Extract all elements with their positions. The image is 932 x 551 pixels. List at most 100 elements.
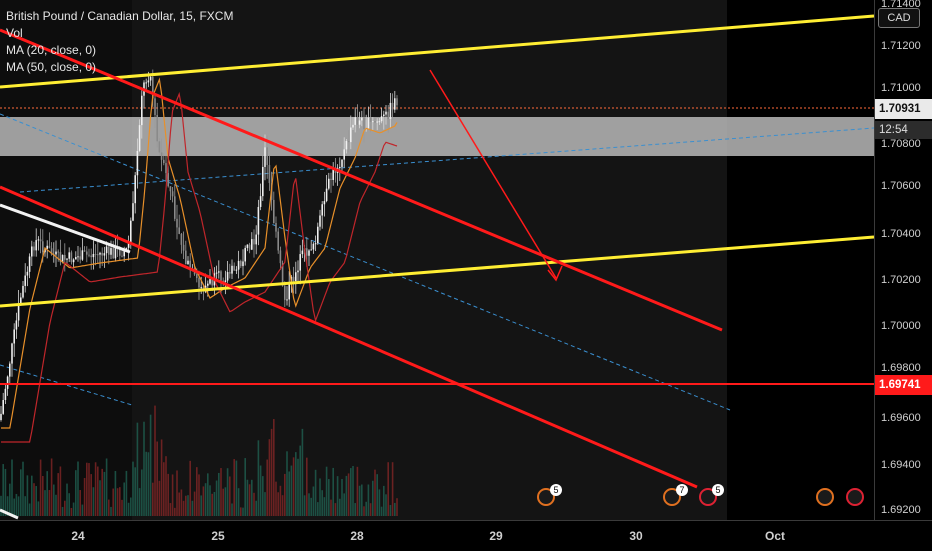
candle-body: [44, 248, 46, 253]
candle-body: [176, 218, 178, 228]
uk-flag-icon[interactable]: 5: [537, 484, 562, 506]
volume-bar: [358, 485, 361, 516]
candle-body: [350, 127, 352, 143]
lower-red-channel-line[interactable]: [0, 185, 698, 489]
volume-bar: [198, 474, 200, 516]
ca-flag-icon[interactable]: [846, 488, 864, 506]
candle-body: [200, 287, 202, 289]
dashed-trend-line[interactable]: [0, 364, 133, 406]
candle-body: [17, 303, 20, 321]
white-trendline[interactable]: [0, 203, 131, 254]
lower-yellow-trendline[interactable]: [0, 235, 874, 308]
candle-body: [226, 272, 229, 281]
volume-bar: [130, 497, 132, 516]
volume-bar: [119, 487, 121, 516]
volume-bar: [233, 459, 235, 516]
price-axis[interactable]: 1.71400 1.71200 1.71000 1.70800 1.70600 …: [874, 0, 932, 520]
volume-label[interactable]: Vol: [6, 26, 23, 40]
volume-bar: [15, 493, 18, 516]
candle-body: [33, 246, 35, 251]
projection-arrow[interactable]: [429, 69, 557, 279]
candle-body: [88, 254, 90, 256]
candle-body: [394, 98, 396, 110]
candle-body: [35, 240, 37, 251]
volume-bar: [317, 502, 319, 516]
volume-bar: [112, 488, 114, 516]
volume-bar: [378, 489, 381, 516]
volume-bar: [369, 503, 372, 516]
candle-body: [4, 388, 7, 401]
candle-body: [24, 275, 26, 286]
dashed-trend-line[interactable]: [0, 113, 731, 411]
uk-flag-icon[interactable]: 7: [663, 484, 688, 506]
arrow-head-icon: [547, 265, 563, 282]
volume-bar: [299, 445, 301, 516]
volume-bar: [191, 500, 194, 516]
upper-red-channel-line[interactable]: [0, 28, 723, 332]
ma20-label[interactable]: MA (20, close, 0): [6, 43, 97, 57]
volume-bar: [86, 462, 88, 516]
ma50-label[interactable]: MA (50, close, 0): [6, 60, 97, 74]
candle-body: [367, 117, 370, 129]
candle-body: [211, 279, 213, 286]
volume-bar: [229, 476, 231, 516]
candle-body: [251, 239, 253, 250]
price-tick: 1.69600: [881, 412, 921, 424]
volume-bar: [176, 470, 178, 516]
volume-bar: [92, 487, 95, 516]
candle-body: [46, 245, 48, 249]
candle-body: [378, 121, 381, 123]
volume-bar: [204, 483, 207, 516]
volume-bar: [248, 484, 251, 516]
symbol-title[interactable]: British Pound / Canadian Dollar, 15, FXC…: [6, 9, 234, 23]
volume-bar: [222, 488, 224, 516]
volume-bar: [105, 458, 108, 516]
volume-bar: [24, 496, 26, 516]
candle-body: [198, 278, 200, 288]
dashed-trend-line[interactable]: [19, 127, 874, 193]
ca-flag-icon[interactable]: 5: [699, 484, 724, 506]
volume-bar: [185, 495, 187, 516]
volume-bar: [266, 459, 268, 516]
volume-bar: [6, 496, 9, 516]
event-count-badge: 7: [676, 484, 688, 496]
candle-body: [257, 206, 260, 235]
uk-flag-icon[interactable]: [816, 488, 834, 506]
volume-bar: [68, 493, 70, 516]
candle-body: [361, 117, 363, 121]
volume-bar: [152, 482, 154, 516]
candle-body: [171, 191, 174, 197]
candle-body: [295, 272, 297, 282]
candle-body: [215, 272, 218, 274]
price-chart-canvas[interactable]: [0, 0, 874, 520]
candle-body: [314, 243, 317, 245]
volume-bar: [147, 452, 150, 516]
upper-yellow-trendline[interactable]: [0, 14, 874, 89]
candle-body: [383, 114, 385, 117]
candle-body: [266, 147, 268, 166]
volume-bar: [262, 476, 264, 516]
volume-bar: [83, 477, 86, 516]
candle-body: [284, 285, 286, 300]
currency-button[interactable]: CAD: [878, 8, 920, 28]
volume-bar: [235, 460, 238, 516]
price-tick: 1.69400: [881, 459, 921, 471]
candle-body: [6, 376, 9, 389]
resistance-zone[interactable]: [0, 117, 874, 156]
candle-body: [169, 186, 172, 192]
volume-bar: [259, 465, 262, 516]
volume-bar: [336, 476, 339, 516]
candle-body: [292, 276, 295, 282]
volume-bar: [345, 475, 348, 516]
volume-bar: [356, 466, 359, 516]
candle-body: [70, 252, 73, 263]
candle-body: [55, 251, 57, 255]
candle-body: [220, 271, 222, 281]
candle-body: [363, 117, 365, 130]
candle-body: [141, 95, 143, 126]
price-tick: 1.70000: [881, 320, 921, 332]
volume-bars: [0, 405, 398, 516]
candle-body: [11, 343, 13, 364]
time-axis[interactable]: 24 25 28 29 30 Oct: [0, 520, 932, 551]
volume-bar: [46, 471, 48, 516]
